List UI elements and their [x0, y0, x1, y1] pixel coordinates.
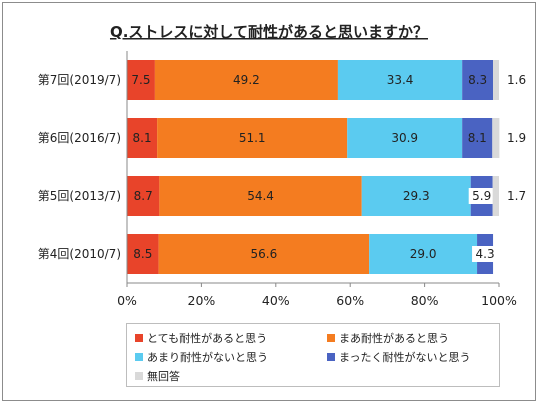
- data-label: 1.9: [507, 131, 526, 145]
- legend-item: 無回答: [135, 368, 180, 384]
- category-label: 第6回(2016/7): [38, 131, 121, 145]
- x-tick-label: 100%: [481, 293, 517, 308]
- bar-segment: [127, 60, 155, 100]
- x-tick-label: 20%: [188, 293, 216, 308]
- data-label: 1.7: [507, 189, 526, 203]
- data-label: 8.1: [468, 131, 487, 145]
- legend-item: あまり耐性がないと思う: [135, 349, 268, 365]
- category-label: 第5回(2013/7): [38, 189, 121, 203]
- data-label: 29.3: [403, 189, 430, 203]
- data-label: 8.7: [134, 189, 153, 203]
- data-label: 33.4: [387, 73, 414, 87]
- bar-segment: [462, 118, 493, 158]
- x-tick-label: 40%: [262, 293, 290, 308]
- data-label-bg: [468, 188, 495, 204]
- data-label: 8.5: [133, 247, 152, 261]
- legend-label: あまり耐性がないと思う: [147, 351, 268, 364]
- legend-swatch: [327, 353, 335, 361]
- bar-segment: [492, 176, 499, 216]
- legend-swatch: [327, 334, 335, 342]
- bar-segment: [154, 60, 338, 100]
- data-label-bg: [472, 246, 499, 262]
- data-label: 5.9: [472, 189, 491, 203]
- bar-segment: [492, 118, 500, 158]
- legend-swatch: [135, 372, 143, 380]
- chart-frame: Q.ストレスに対して耐性があると思いますか？ 第7回(2019/7) 7.5 49.…: [2, 2, 536, 401]
- legend-item: とても耐性があると思う: [135, 330, 267, 346]
- legend-label: 無回答: [147, 370, 180, 383]
- data-label: 30.9: [391, 131, 418, 145]
- data-label: 51.1: [239, 131, 266, 145]
- data-label: 8.3: [468, 73, 487, 87]
- data-label: 7.5: [131, 73, 150, 87]
- data-label: 1.6: [507, 73, 526, 87]
- legend-label: まったく耐性がないと思う: [339, 351, 471, 364]
- legend: とても耐性があると思う まあ耐性があると思うあまり耐性がないと思う まったく耐性がな…: [126, 323, 500, 387]
- data-label: 8.1: [133, 131, 152, 145]
- bar-segment: [347, 118, 463, 158]
- chart-title: Q.ストレスに対して耐性があると思いますか？: [110, 23, 428, 41]
- legend-swatch: [135, 334, 143, 342]
- chart-svg: Q.ストレスに対して耐性があると思いますか？ 第7回(2019/7) 7.5 49.…: [38, 23, 526, 308]
- data-label: 29.0: [410, 247, 437, 261]
- category-label: 第7回(2019/7): [38, 73, 121, 87]
- bar-segment: [493, 60, 499, 100]
- legend-label: まあ耐性があると思う: [339, 332, 449, 345]
- bar-segment: [157, 118, 348, 158]
- x-tick-label: 80%: [411, 293, 439, 308]
- bar-segment: [127, 234, 159, 274]
- x-tick-label: 60%: [336, 293, 364, 308]
- category-label: 第4回(2010/7): [38, 247, 121, 261]
- bar-segment: [462, 60, 494, 100]
- data-label: 4.3: [476, 247, 495, 261]
- plot-area: 第7回(2019/7) 7.5 49.2 33.4 8.3 1.6 第6回(2016/7) 8…: [38, 51, 526, 308]
- bar-segment: [361, 176, 471, 216]
- legend-item: まったく耐性がないと思う: [327, 349, 471, 365]
- data-label: 54.4: [247, 189, 274, 203]
- legend-swatch: [135, 353, 143, 361]
- bar-segment: [127, 176, 160, 216]
- legend-item: まあ耐性があると思う: [327, 330, 449, 346]
- bar-segment: [159, 176, 362, 216]
- bar-segment: [337, 60, 463, 100]
- bar-segment: [158, 234, 370, 274]
- data-label: 49.2: [233, 73, 260, 87]
- legend-label: とても耐性があると思う: [147, 332, 268, 345]
- bar-segment: [127, 118, 158, 158]
- data-label: 56.6: [251, 247, 278, 261]
- bar-segment: [369, 234, 478, 274]
- x-tick-label: 0%: [117, 293, 137, 308]
